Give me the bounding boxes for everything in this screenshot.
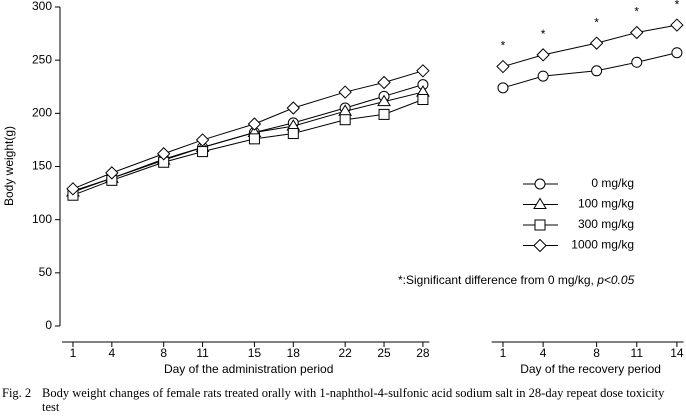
legend-marker [533,197,547,209]
marker [378,108,390,120]
marker [286,101,301,115]
y-tick-label: 100 [32,212,52,226]
y-tick-label: 150 [32,159,52,173]
marker [417,94,429,106]
marker [496,59,510,74]
series-line [72,99,424,196]
marker [338,85,352,99]
marker [416,64,430,78]
y-tick-label: 300 [32,0,52,13]
x-tick-label: 8 [160,346,167,360]
note-p: p<0.05 [596,273,634,287]
legend-label: 1000 mg/kg [571,238,634,252]
x-tick-label: 8 [593,346,600,360]
marker [248,133,260,145]
marker [589,36,604,50]
x-tick-label: 15 [248,346,262,360]
legend-marker [533,238,547,253]
marker [630,25,644,40]
x-tick-label: 18 [287,346,301,360]
series-line [502,52,678,89]
y-tick-label: 250 [32,52,52,66]
marker [339,114,351,126]
legend-label: 100 mg/kg [578,197,634,211]
significance-mark: * [501,39,506,53]
x-tick-label: 25 [377,346,391,360]
significance-mark: * [634,5,639,19]
series-line [502,24,678,68]
marker [631,56,643,68]
series-line [72,70,424,190]
marker [671,47,683,59]
y-tick-label: 0 [45,318,52,332]
x-tick-label: 11 [631,346,644,360]
significance-mark: * [675,0,680,11]
marker [66,182,80,196]
legend-label: 0 mg/kg [591,176,634,190]
note: *:Significant difference from 0 mg/kg, p… [398,273,635,287]
note-symbol: * [398,273,403,287]
y-axis-label: Body weight(g) [2,126,16,206]
marker [537,70,549,82]
significance-mark: * [541,27,546,41]
x-tick-label: 11 [196,346,209,360]
legend-marker [534,178,546,190]
x-axis-label: Day of the administration period [164,362,333,376]
x-tick-label: 14 [670,346,684,360]
marker [247,117,262,131]
y-tick-label: 50 [39,265,53,279]
legend-label: 300 mg/kg [578,217,634,231]
marker [591,65,603,77]
marker [197,146,209,158]
chart: Body weight(g) *:Significant difference … [2,0,684,376]
marker [377,94,391,107]
marker [377,75,391,90]
x-tick-label: 4 [540,346,547,360]
marker [670,18,684,32]
marker [195,133,210,147]
x-tick-label: 1 [70,346,77,360]
x-tick-label: 1 [500,346,507,360]
marker [105,166,119,180]
marker [287,128,299,140]
note-text: :Significant difference from 0 mg/kg, [403,273,598,287]
series-line [72,91,424,193]
marker [497,82,509,94]
significance-mark: * [594,15,599,29]
caption-text: Body weight changes of female rats treat… [42,386,665,414]
series-line [72,84,424,192]
y-tick-label: 200 [32,106,52,120]
marker [536,48,550,62]
x-axis-label: Day of the recovery period [520,362,661,376]
caption-label: Fig. 2 [2,386,32,400]
caption: Fig. 2 Body weight changes of female rats… [2,386,682,414]
x-tick-label: 4 [109,346,116,360]
x-tick-label: 22 [338,346,352,360]
x-tick-label: 28 [416,346,430,360]
marker [156,147,171,161]
legend-marker [534,219,546,231]
